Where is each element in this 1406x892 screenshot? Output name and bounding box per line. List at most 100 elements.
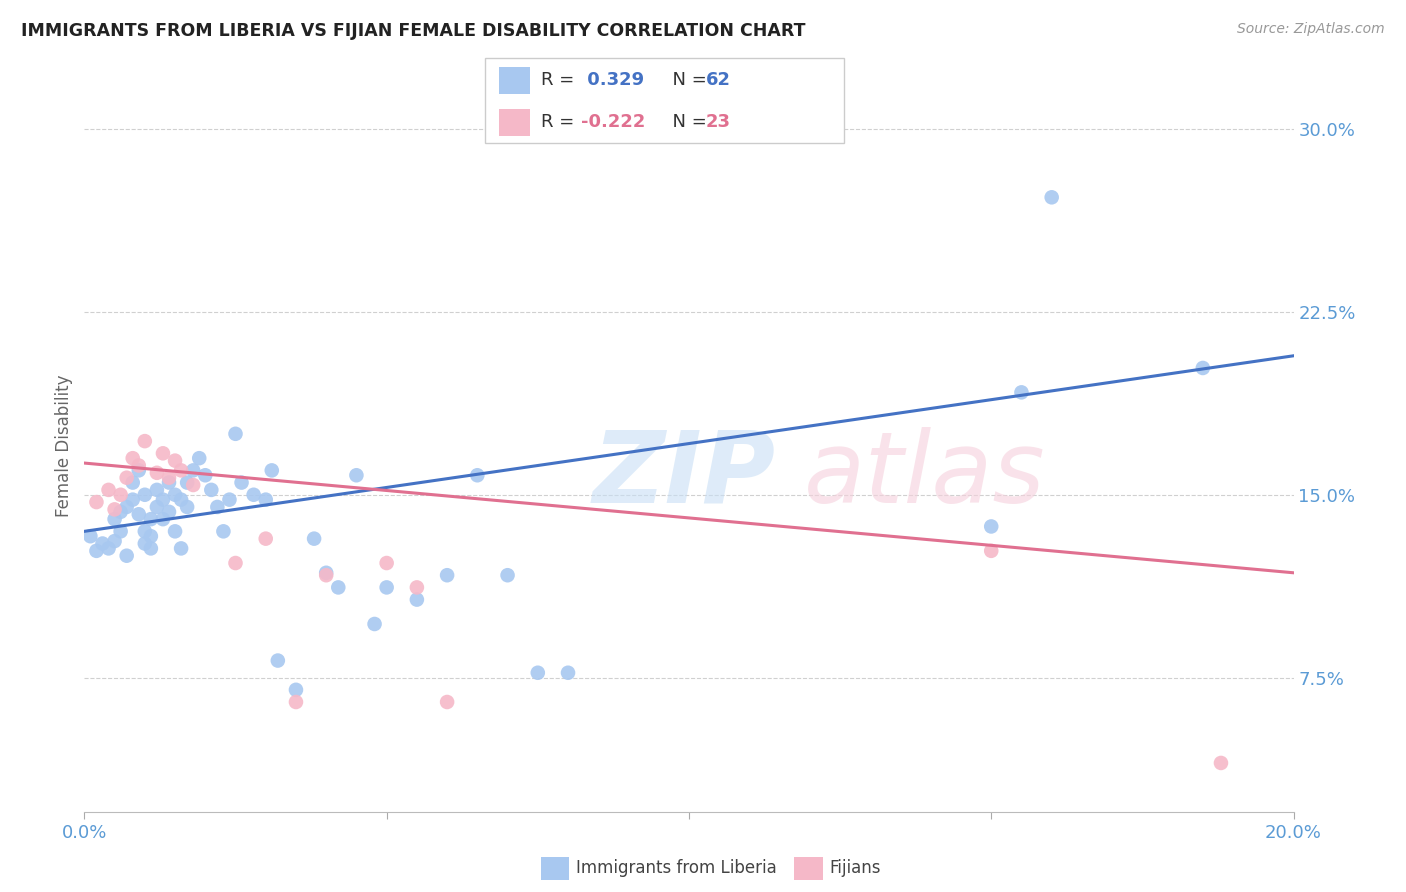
- Immigrants from Liberia: [110, 505, 132, 519]
- Immigrants from Liberia: [467, 468, 489, 483]
- Immigrants from Liberia: [284, 682, 308, 697]
- Fijians: [225, 556, 247, 570]
- Text: atlas: atlas: [804, 426, 1046, 524]
- Immigrants from Liberia: [146, 483, 169, 497]
- Immigrants from Liberia: [121, 475, 143, 490]
- Text: Fijians: Fijians: [830, 859, 882, 877]
- Immigrants from Liberia: [231, 475, 253, 490]
- Text: Source: ZipAtlas.com: Source: ZipAtlas.com: [1237, 22, 1385, 37]
- Immigrants from Liberia: [218, 492, 240, 507]
- Text: 23: 23: [706, 113, 731, 131]
- Immigrants from Liberia: [157, 475, 180, 490]
- Fijians: [375, 556, 398, 570]
- Immigrants from Liberia: [134, 536, 156, 550]
- Text: ZIP: ZIP: [592, 426, 775, 524]
- Immigrants from Liberia: [79, 529, 101, 543]
- Immigrants from Liberia: [170, 541, 193, 556]
- Immigrants from Liberia: [225, 426, 247, 441]
- Immigrants from Liberia: [254, 492, 277, 507]
- Fijians: [128, 458, 150, 473]
- Text: 62: 62: [706, 71, 731, 89]
- Immigrants from Liberia: [267, 654, 290, 668]
- Immigrants from Liberia: [302, 532, 325, 546]
- Fijians: [134, 434, 156, 449]
- Immigrants from Liberia: [496, 568, 519, 582]
- Immigrants from Liberia: [328, 581, 350, 595]
- Immigrants from Liberia: [104, 534, 127, 549]
- Immigrants from Liberia: [115, 549, 138, 563]
- Text: R =: R =: [541, 71, 581, 89]
- Immigrants from Liberia: [242, 488, 264, 502]
- Text: IMMIGRANTS FROM LIBERIA VS FIJIAN FEMALE DISABILITY CORRELATION CHART: IMMIGRANTS FROM LIBERIA VS FIJIAN FEMALE…: [21, 22, 806, 40]
- Immigrants from Liberia: [152, 512, 174, 526]
- Fijians: [163, 453, 186, 467]
- Fijians: [406, 581, 429, 595]
- Text: 0.329: 0.329: [581, 71, 644, 89]
- Immigrants from Liberia: [315, 566, 337, 580]
- Immigrants from Liberia: [115, 500, 138, 514]
- Immigrants from Liberia: [139, 512, 162, 526]
- Immigrants from Liberia: [526, 665, 548, 680]
- Immigrants from Liberia: [406, 592, 429, 607]
- Fijians: [97, 483, 120, 497]
- Fijians: [284, 695, 308, 709]
- Immigrants from Liberia: [139, 529, 162, 543]
- Immigrants from Liberia: [86, 544, 108, 558]
- Immigrants from Liberia: [139, 541, 162, 556]
- Immigrants from Liberia: [363, 617, 385, 632]
- Immigrants from Liberia: [163, 488, 186, 502]
- Fijians: [436, 695, 458, 709]
- Immigrants from Liberia: [194, 468, 217, 483]
- Fijians: [254, 532, 277, 546]
- Fijians: [1209, 756, 1232, 770]
- Fijians: [146, 466, 169, 480]
- Y-axis label: Female Disability: Female Disability: [55, 375, 73, 517]
- Immigrants from Liberia: [152, 492, 174, 507]
- Fijians: [86, 495, 108, 509]
- Immigrants from Liberia: [128, 463, 150, 477]
- Immigrants from Liberia: [176, 475, 198, 490]
- Immigrants from Liberia: [260, 463, 283, 477]
- Fijians: [157, 471, 180, 485]
- Text: N =: N =: [661, 71, 713, 89]
- Fijians: [170, 463, 193, 477]
- Immigrants from Liberia: [91, 536, 114, 550]
- Fijians: [115, 471, 138, 485]
- Immigrants from Liberia: [212, 524, 235, 539]
- Immigrants from Liberia: [134, 488, 156, 502]
- Immigrants from Liberia: [181, 463, 204, 477]
- Immigrants from Liberia: [176, 500, 198, 514]
- Text: -0.222: -0.222: [581, 113, 645, 131]
- Immigrants from Liberia: [146, 500, 169, 514]
- Fijians: [315, 568, 337, 582]
- Immigrants from Liberia: [1191, 361, 1213, 376]
- Immigrants from Liberia: [200, 483, 222, 497]
- Fijians: [152, 446, 174, 460]
- Immigrants from Liberia: [134, 524, 156, 539]
- Immigrants from Liberia: [1010, 385, 1032, 400]
- Text: R =: R =: [541, 113, 581, 131]
- Immigrants from Liberia: [346, 468, 368, 483]
- Text: N =: N =: [661, 113, 713, 131]
- Fijians: [181, 478, 204, 492]
- Immigrants from Liberia: [980, 519, 1002, 533]
- Immigrants from Liberia: [207, 500, 229, 514]
- Immigrants from Liberia: [163, 524, 186, 539]
- Immigrants from Liberia: [557, 665, 579, 680]
- Immigrants from Liberia: [375, 581, 398, 595]
- Immigrants from Liberia: [97, 541, 120, 556]
- Immigrants from Liberia: [104, 512, 127, 526]
- Fijians: [980, 544, 1002, 558]
- Immigrants from Liberia: [188, 451, 211, 466]
- Fijians: [104, 502, 127, 516]
- Fijians: [121, 451, 143, 466]
- Immigrants from Liberia: [128, 508, 150, 522]
- Immigrants from Liberia: [121, 492, 143, 507]
- Immigrants from Liberia: [170, 492, 193, 507]
- Fijians: [110, 488, 132, 502]
- Text: Immigrants from Liberia: Immigrants from Liberia: [576, 859, 778, 877]
- Immigrants from Liberia: [436, 568, 458, 582]
- Immigrants from Liberia: [1040, 190, 1063, 204]
- Immigrants from Liberia: [157, 505, 180, 519]
- Immigrants from Liberia: [110, 524, 132, 539]
